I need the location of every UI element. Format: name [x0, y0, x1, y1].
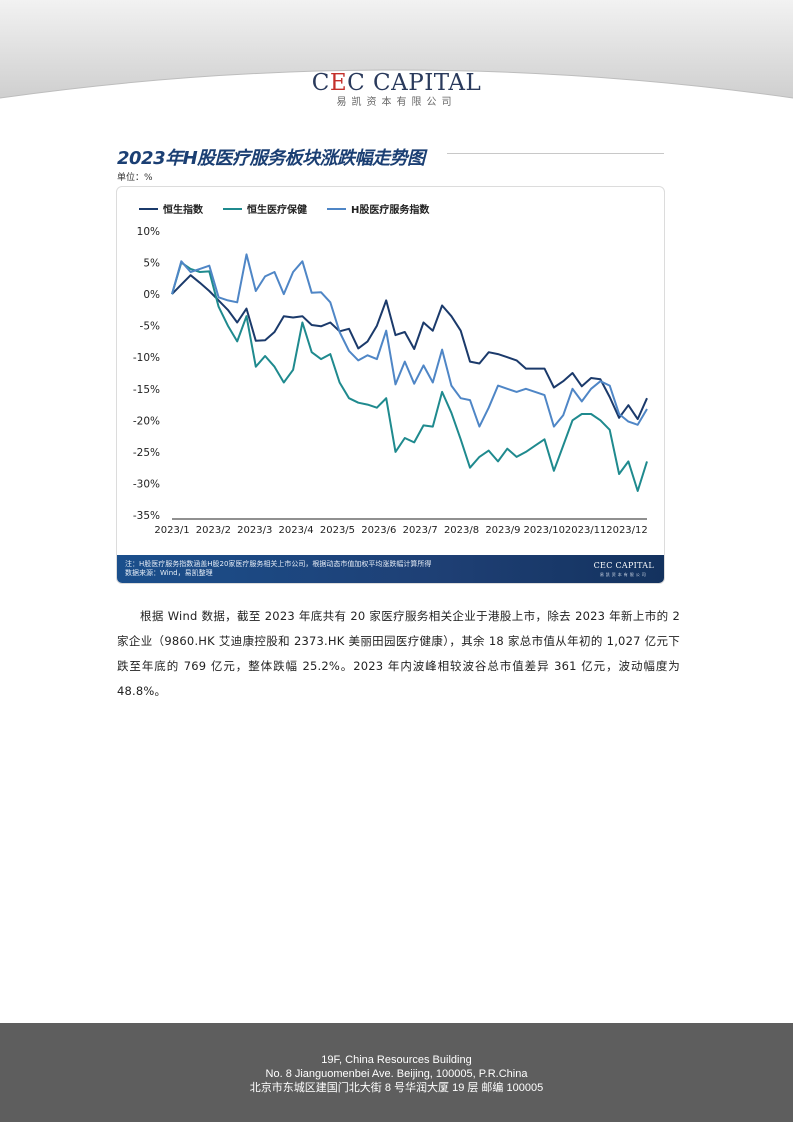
legend-item-h-medical-services: H股医疗服务指数 [327, 201, 429, 216]
body-paragraph: 根据 Wind 数据，截至 2023 年底共有 20 家医疗服务相关企业于港股上… [117, 609, 680, 698]
x-tick-label: 2023/2 [196, 525, 231, 536]
x-tick-label: 2023/7 [403, 525, 438, 536]
y-tick-label: 5% [143, 258, 160, 270]
header-background [0, 0, 793, 99]
chart-title: 2023年H股医疗服务板块涨跌幅走势图 [117, 148, 425, 169]
y-tick-label: -30% [133, 478, 160, 490]
legend-swatch-h-medical-services [327, 207, 346, 210]
x-tick-label: 2023/12 [606, 525, 648, 536]
footer-address-line2: No. 8 Jianguomenbei Ave. Beijing, 100005… [265, 1068, 528, 1080]
footnote-note: 注：H股医疗服务指数涵盖H股20家医疗服务相关上市公司，根据动态市值加权平均涨跌… [125, 560, 432, 568]
x-tick-label: 2023/11 [565, 525, 607, 536]
series-line-2 [171, 261, 648, 492]
x-tick-label: 2023/9 [485, 525, 520, 536]
y-tick-label: 10% [137, 226, 160, 238]
chart-panel: 10% 5% 0% -5% -10% -15% -20% -25% -30% -35% 2023/1… [116, 186, 665, 584]
line-chart: 10% 5% 0% -5% -10% -15% -20% -25% -30% -35% 2023/1… [133, 226, 648, 536]
x-tick-label: 2023/1 [154, 525, 189, 536]
footer-address-line1: 19F, China Resources Building [321, 1054, 472, 1066]
y-tick-label: 0% [143, 289, 160, 301]
x-tick-label: 2023/10 [523, 525, 565, 536]
legend-label-hsi: 恒生指数 [163, 205, 203, 216]
y-tick-label: -35% [133, 510, 160, 522]
company-logo: CEC CAPITAL 易凯资本有限公司 [0, 70, 793, 109]
footnote-source: 数据来源：Wind，易凯整理 [125, 569, 213, 577]
footnote-logo: CEC CAPITAL 易凯资本有限公司 [594, 561, 654, 579]
footnote-logo-chinese: 易凯资本有限公司 [599, 572, 648, 577]
footnote-logo-english: CEC CAPITAL [593, 561, 654, 570]
chart-footnote: 注：H股医疗服务指数涵盖H股20家医疗服务相关上市公司，根据动态市值加权平均涨跌… [117, 555, 664, 583]
legend-swatch-hs-healthcare [223, 207, 242, 210]
legend-swatch-hsi [139, 207, 158, 210]
logo-english: CEC CAPITAL [311, 70, 482, 96]
y-tick-label: -10% [133, 352, 160, 364]
y-tick-label: -5% [140, 321, 160, 333]
logo-chinese: 易凯资本有限公司 [336, 97, 457, 108]
chart-unit: 单位：% [117, 173, 153, 183]
y-tick-label: -15% [133, 384, 160, 396]
y-tick-label: -25% [133, 447, 160, 459]
x-tick-label: 2023/4 [278, 525, 313, 536]
y-tick-label: -20% [133, 415, 160, 427]
page-footer: 19F, China Resources Building No. 8 Jian… [0, 1023, 793, 1122]
title-divider [447, 153, 664, 154]
legend-label-hs-healthcare: 恒生医疗保健 [247, 205, 307, 216]
x-tick-label: 2023/6 [361, 525, 396, 536]
legend-item-hsi: 恒生指数 [139, 201, 203, 216]
legend-label-h-medical-services: H股医疗服务指数 [351, 205, 430, 216]
x-tick-label: 2023/3 [237, 525, 272, 536]
legend-item-hs-healthcare: 恒生医疗保健 [223, 201, 307, 216]
chart-legend: 恒生指数 恒生医疗保健 H股医疗服务指数 [139, 201, 429, 216]
series-line-1 [171, 274, 648, 421]
series-line-3 [171, 253, 648, 428]
footer-address-cn: 北京市东城区建国门北大街 8 号华润大厦 19 层 邮编 100005 [249, 1082, 544, 1094]
x-tick-label: 2023/8 [444, 525, 479, 536]
x-tick-label: 2023/5 [320, 525, 355, 536]
